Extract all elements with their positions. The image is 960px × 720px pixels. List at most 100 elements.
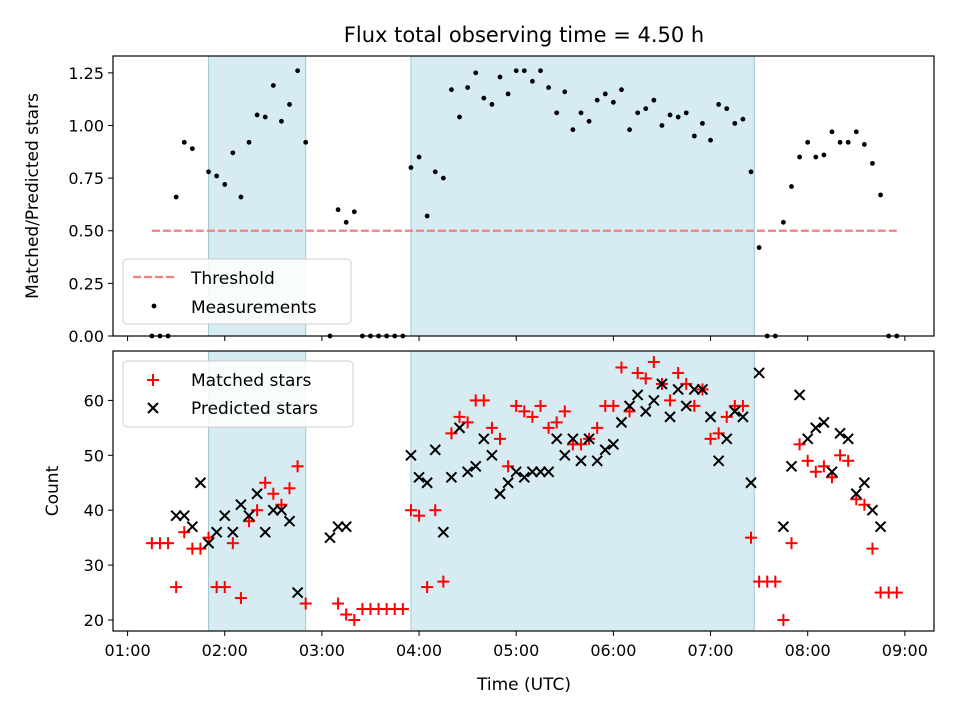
predicted-star-point — [340, 520, 352, 533]
measurement-point — [530, 78, 535, 84]
measurement-point — [279, 118, 284, 124]
matched-star-point — [591, 421, 604, 434]
predicted-star-point — [640, 405, 652, 418]
predicted-star-point — [842, 433, 854, 445]
matched-star-point — [404, 504, 417, 517]
predicted-star-point — [486, 449, 498, 462]
matched-star-point — [494, 432, 507, 445]
matched-star-point — [234, 592, 247, 605]
y-tick-label: 0.00 — [68, 327, 104, 346]
matched-star-point — [526, 410, 539, 423]
top-legend-box — [122, 258, 352, 325]
measurement-point — [594, 97, 600, 103]
predicted-star-point — [542, 466, 555, 478]
measurement-point — [845, 139, 851, 145]
measurement-point — [254, 112, 260, 118]
measurement-point — [619, 87, 624, 93]
predicted-star-point — [559, 449, 571, 462]
measurement-point — [473, 70, 479, 76]
bottom-x-ticks: 01:00 02:00 03:00 04:00 05:00 06:00 07:00 08:00… — [105, 631, 928, 660]
predicted-star-point — [324, 531, 336, 544]
predicted-star-point — [267, 504, 280, 516]
legend-predicted-label: Predicted stars — [191, 399, 318, 419]
matched-star-point — [421, 581, 434, 594]
x-tick-label: 01:00 — [105, 641, 151, 660]
matched-star-point — [170, 581, 183, 594]
measurement-point — [222, 182, 228, 187]
matched-star-point — [688, 399, 701, 412]
matched-star-point — [518, 405, 531, 418]
measurement-point — [643, 106, 649, 112]
predicted-star-point — [243, 509, 255, 522]
measurement-point — [351, 209, 357, 215]
measurement-point — [675, 114, 681, 120]
measurement-point — [538, 68, 543, 74]
measurement-point — [206, 169, 211, 175]
bottom-legend-box — [122, 360, 354, 428]
bottom-y-ticks: 20 30 40 50 60 — [84, 391, 113, 630]
measurement-point — [424, 213, 430, 219]
predicted-star-point — [785, 460, 798, 473]
measurements-series — [149, 68, 900, 339]
predicted-star-point — [834, 427, 846, 440]
y-tick-label: 40 — [84, 501, 104, 520]
predicted-star-point — [599, 444, 611, 456]
predicted-star-point — [826, 466, 838, 478]
predicted-star-point — [607, 438, 620, 451]
matched-star-point — [672, 366, 685, 379]
x-tick-label: 08:00 — [785, 641, 831, 660]
predicted-stars-series — [170, 367, 887, 599]
y-tick-label: 60 — [84, 391, 104, 410]
measurement-point — [214, 173, 220, 179]
measurement-point — [659, 123, 665, 128]
measurement-point — [683, 110, 689, 116]
measurement-point — [797, 154, 802, 160]
matched-star-point — [550, 416, 563, 429]
predicted-star-point — [801, 433, 814, 445]
predicted-star-point — [259, 526, 271, 538]
predicted-star-point — [648, 394, 660, 407]
matched-star-point — [834, 449, 847, 462]
matched-star-point — [890, 586, 903, 599]
measurement-point — [481, 95, 487, 101]
predicted-star-point — [235, 499, 247, 511]
matched-star-point — [745, 531, 758, 544]
predicted-star-point — [615, 416, 628, 429]
bottom-legend: Matched stars Predicted stars — [122, 360, 354, 428]
predicted-star-point — [461, 466, 474, 478]
measurement-point — [270, 83, 276, 88]
predicted-star-point — [688, 383, 701, 396]
matched-star-point — [453, 410, 466, 423]
measurement-point — [667, 112, 673, 118]
predicted-star-point — [219, 509, 231, 522]
predicted-star-point — [680, 400, 692, 412]
measurement-point — [878, 192, 883, 198]
matched-star-point — [785, 537, 798, 550]
matched-star-point — [850, 493, 863, 506]
matched-stars-series — [145, 355, 903, 627]
matched-star-point — [777, 614, 790, 627]
predicted-star-point — [526, 466, 539, 478]
measurement-point — [627, 127, 632, 133]
measurement-point — [651, 97, 657, 103]
measurement-point — [756, 245, 762, 250]
matched-star-point — [178, 526, 191, 539]
matched-star-point — [615, 361, 628, 374]
y-tick-label: 0.50 — [68, 222, 104, 241]
measurement-point — [432, 169, 438, 175]
y-tick-label: 1.00 — [68, 116, 104, 135]
predicted-star-point — [818, 416, 830, 429]
matched-star-point — [558, 405, 571, 418]
predicted-star-point — [850, 488, 862, 500]
predicted-star-point — [753, 367, 765, 379]
predicted-star-point — [453, 422, 466, 434]
x-tick-label: 07:00 — [687, 641, 733, 660]
measurement-point — [246, 139, 252, 145]
predicted-star-point — [696, 383, 709, 396]
measurement-point — [837, 139, 843, 145]
measurement-point — [861, 142, 867, 147]
predicted-star-point — [704, 411, 717, 423]
bottom-y-axis-label: Count — [43, 465, 63, 516]
y-tick-label: 0.75 — [68, 169, 104, 188]
measurement-point — [813, 154, 819, 160]
